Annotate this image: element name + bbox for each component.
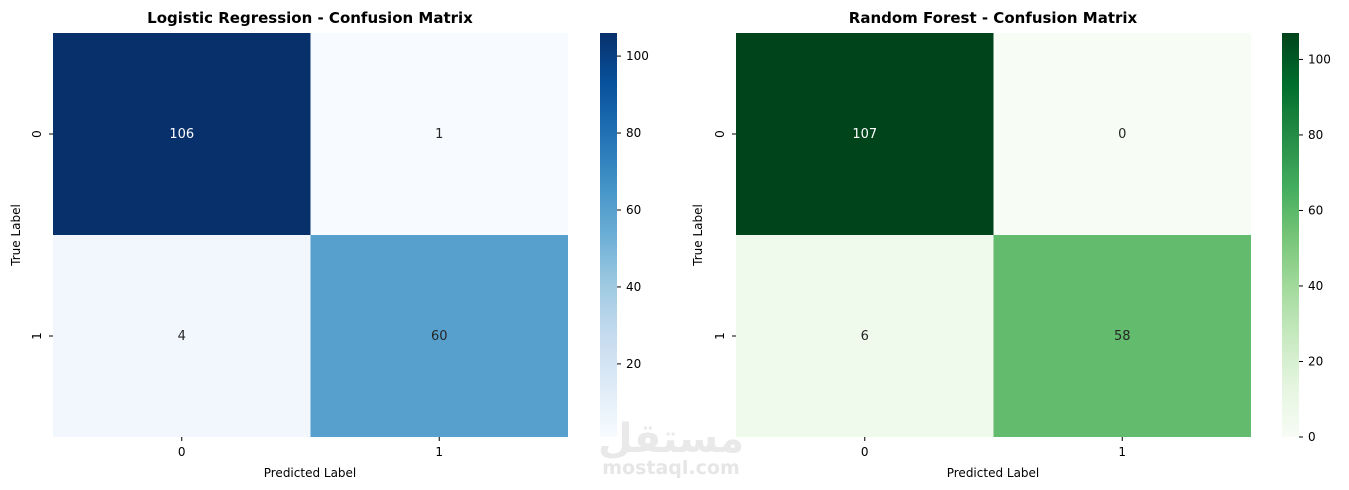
y-tick-labels: 01 <box>713 130 736 340</box>
y-tick-label: 1 <box>713 332 727 340</box>
cell-value-label: 4 <box>178 329 186 344</box>
cell-value-label: 0 <box>1118 127 1126 142</box>
heatmap-cell <box>993 235 1251 437</box>
colorbar-tick-label: 100 <box>1308 52 1331 66</box>
x-axis-label: Predicted Label <box>947 466 1040 480</box>
colorbar <box>1282 33 1299 437</box>
colorbar-tick-label: 40 <box>1308 279 1323 293</box>
x-axis-label: Predicted Label <box>264 466 357 480</box>
heatmap-cell <box>53 235 311 437</box>
cell-value-label: 106 <box>169 127 194 142</box>
y-tick-label: 1 <box>30 332 44 340</box>
x-tick-label: 1 <box>435 445 443 459</box>
colorbar-tick-label: 100 <box>626 49 649 63</box>
colorbar-ticks: 0 20 40 60 80 100 <box>1299 52 1331 444</box>
colorbar-tick-label: 20 <box>626 357 641 371</box>
watermark-arabic-text: مستقل <box>598 416 744 462</box>
colorbar-tick-label: 40 <box>626 280 641 294</box>
colorbar-tick-label: 20 <box>1308 354 1323 368</box>
cell-value-label: 1 <box>435 127 443 142</box>
colorbar-tick-label: 80 <box>1308 128 1323 142</box>
watermark-latin-text: mostaql.com <box>602 457 740 479</box>
heatmap-cells: 106 1 4 60 <box>53 33 568 437</box>
heatmap-cell <box>310 235 568 437</box>
x-tick-label: 1 <box>1118 445 1126 459</box>
y-tick-labels: 01 <box>30 130 53 340</box>
colorbar-tick-label: 60 <box>626 203 641 217</box>
chart-title: Logistic Regression - Confusion Matrix <box>147 9 473 27</box>
y-axis-label: True Label <box>9 204 23 267</box>
heatmap-cell <box>53 33 311 235</box>
logistic-regression-heatmap: Logistic Regression - Confusion Matrix 1… <box>9 9 649 480</box>
cell-value-label: 107 <box>852 127 877 142</box>
y-tick-label: 0 <box>713 130 727 138</box>
cell-value-label: 6 <box>861 329 869 344</box>
colorbar-tick-label: 80 <box>626 126 641 140</box>
watermark: مستقل mostaql.com <box>598 416 744 479</box>
y-axis-label: True Label <box>691 204 705 267</box>
colorbar-tick-label: 0 <box>1308 430 1316 444</box>
random-forest-heatmap: Random Forest - Confusion Matrix 107 0 6 58… <box>691 9 1331 480</box>
x-tick-label: 0 <box>178 445 186 459</box>
heatmap-cells: 107 0 6 58 <box>736 33 1251 437</box>
cell-value-label: 60 <box>431 329 448 344</box>
y-tick-label: 0 <box>30 130 44 138</box>
heatmap-cell <box>310 33 568 235</box>
heatmap-cell <box>736 235 994 437</box>
colorbar <box>600 33 617 437</box>
chart-title: Random Forest - Confusion Matrix <box>849 9 1138 27</box>
colorbar-ticks: 20 40 60 80 100 <box>617 49 649 371</box>
colorbar-tick-label: 60 <box>1308 203 1323 217</box>
heatmap-cell <box>993 33 1251 235</box>
heatmap-cell <box>736 33 994 235</box>
x-tick-label: 0 <box>861 445 869 459</box>
cell-value-label: 58 <box>1114 329 1131 344</box>
